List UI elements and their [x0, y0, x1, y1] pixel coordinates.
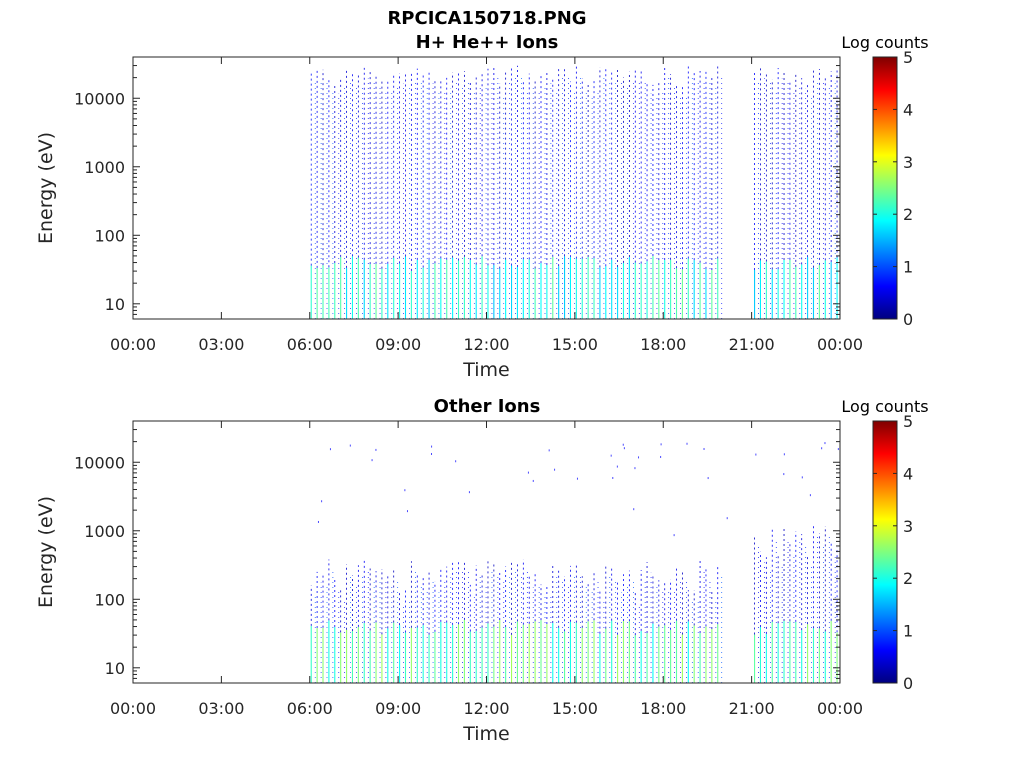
spectrogram-data	[310, 442, 839, 683]
x-tick-label: 21:00	[729, 335, 775, 354]
colorbar-tick-label: 0	[903, 310, 913, 329]
x-tick-label: 09:00	[375, 699, 421, 718]
x-tick-label: 12:00	[463, 699, 509, 718]
y-tick-label: 10	[105, 659, 125, 678]
x-tick-label: 15:00	[552, 335, 598, 354]
y-tick-label: 1000	[84, 158, 125, 177]
y-tick-label: 10000	[74, 89, 125, 108]
y-tick-label: 1000	[84, 522, 125, 541]
colorbar-gradient	[872, 420, 898, 684]
panel-title: Other Ions	[434, 396, 541, 417]
scatter-count	[404, 489, 406, 492]
scatter-count	[431, 452, 433, 455]
scatter-count	[317, 520, 319, 523]
scatter-count	[755, 453, 757, 456]
scatter-count	[703, 447, 705, 450]
scatter-count	[824, 442, 826, 445]
scatter-count	[554, 468, 556, 471]
scatter-count	[638, 456, 640, 459]
colorbar-tick-label: 0	[903, 674, 913, 693]
x-axis-label: Time	[462, 359, 510, 381]
scatter-count	[707, 477, 709, 480]
scatter-count	[616, 465, 618, 468]
colorbar-tick-label: 4	[903, 100, 913, 119]
x-tick-label: 18:00	[640, 699, 686, 718]
scatter-count	[673, 534, 675, 537]
x-tick-label: 06:00	[287, 699, 333, 718]
scatter-count	[783, 473, 785, 476]
x-tick-label: 06:00	[287, 335, 333, 354]
colorbar-tick-label: 1	[903, 258, 913, 277]
scatter-count	[548, 449, 550, 452]
x-tick-label: 00:00	[817, 335, 863, 354]
scatter-count	[329, 448, 331, 451]
scatter-count	[371, 459, 373, 462]
x-tick-label: 18:00	[640, 335, 686, 354]
scatter-count	[837, 448, 839, 451]
x-tick-label: 03:00	[198, 335, 244, 354]
axes-box	[132, 420, 841, 684]
scatter-count	[809, 494, 811, 497]
scatter-count	[349, 444, 351, 447]
scatter-count	[406, 510, 408, 513]
colorbar-label: Log counts	[841, 397, 928, 416]
scatter-count	[633, 508, 635, 511]
x-tick-label: 00:00	[817, 699, 863, 718]
axes-box	[132, 56, 841, 320]
scatter-count	[612, 476, 614, 479]
x-axis-label: Time	[462, 723, 510, 745]
y-tick-label: 10000	[74, 453, 125, 472]
colorbar-tick-label: 5	[903, 48, 913, 67]
colorbar-gradient	[872, 56, 898, 320]
panel-title: H+ He++ Ions	[416, 32, 559, 53]
scatter-count	[783, 453, 785, 456]
x-tick-label: 09:00	[375, 335, 421, 354]
scatter-count	[431, 445, 433, 448]
y-axis-label: Energy (eV)	[35, 496, 57, 608]
colorbar-tick-label: 2	[903, 569, 913, 588]
scatter-count	[610, 454, 612, 457]
colorbar-tick-label: 1	[903, 622, 913, 641]
y-tick-label: 100	[94, 226, 125, 245]
scatter-count	[375, 448, 377, 451]
scatter-count	[623, 447, 625, 450]
scatter-count	[821, 447, 823, 450]
scatter-count	[576, 477, 578, 480]
x-tick-label: 03:00	[198, 699, 244, 718]
x-tick-label: 15:00	[552, 699, 598, 718]
y-tick-label: 100	[94, 590, 125, 609]
colorbar-tick-label: 3	[903, 153, 913, 172]
colorbar-tick-label: 2	[903, 205, 913, 224]
scatter-count	[468, 491, 470, 494]
colorbar-label: Log counts	[841, 33, 928, 52]
y-tick-label: 10	[105, 295, 125, 314]
scatter-count	[532, 479, 534, 482]
colorbar-tick-label: 4	[903, 464, 913, 483]
scatter-count	[660, 443, 662, 446]
colorbar-tick-label: 5	[903, 412, 913, 431]
spectrogram-data	[310, 65, 838, 319]
x-tick-label: 00:00	[110, 699, 156, 718]
x-tick-label: 12:00	[463, 335, 509, 354]
scatter-count	[686, 442, 688, 445]
scatter-count	[726, 517, 728, 520]
figure-title: RPCICA150718.PNG	[387, 8, 586, 29]
scatter-count	[455, 460, 457, 463]
colorbar: Log counts 0 1 2 3 4 5	[841, 33, 928, 329]
colorbar-tick-label: 3	[903, 517, 913, 536]
y-axis-label: Energy (eV)	[35, 132, 57, 244]
scatter-count	[801, 476, 803, 479]
x-tick-label: 21:00	[729, 699, 775, 718]
colorbar: Log counts 0 1 2 3 4 5	[841, 397, 928, 693]
scatter-count	[527, 471, 529, 474]
scatter-count	[660, 455, 662, 458]
scatter-count	[622, 443, 624, 446]
scatter-count	[321, 500, 323, 503]
scatter-count	[634, 467, 636, 470]
x-tick-label: 00:00	[110, 335, 156, 354]
